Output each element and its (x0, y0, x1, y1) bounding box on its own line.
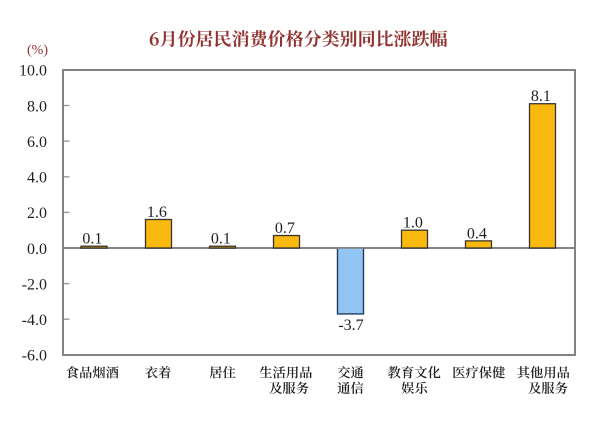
svg-text:0.1: 0.1 (82, 231, 102, 248)
svg-text:0.7: 0.7 (275, 220, 295, 237)
svg-text:0.1: 0.1 (211, 231, 231, 248)
svg-text:6.0: 6.0 (27, 134, 47, 151)
svg-text:0.0: 0.0 (27, 241, 47, 258)
svg-text:(%): (%) (27, 43, 48, 58)
svg-text:1.6: 1.6 (147, 204, 167, 221)
svg-text:-6.0: -6.0 (22, 348, 47, 365)
svg-text:8.1: 8.1 (531, 88, 551, 105)
svg-text:1.0: 1.0 (403, 215, 423, 232)
svg-text:-4.0: -4.0 (22, 312, 47, 329)
svg-text:2.0: 2.0 (27, 205, 47, 222)
svg-text:0.4: 0.4 (467, 225, 487, 242)
svg-text:4.0: 4.0 (27, 170, 47, 187)
svg-text:-3.7: -3.7 (338, 317, 363, 334)
svg-text:8.0: 8.0 (27, 98, 47, 115)
svg-text:-2.0: -2.0 (22, 276, 47, 293)
svg-text:10.0: 10.0 (19, 63, 47, 80)
